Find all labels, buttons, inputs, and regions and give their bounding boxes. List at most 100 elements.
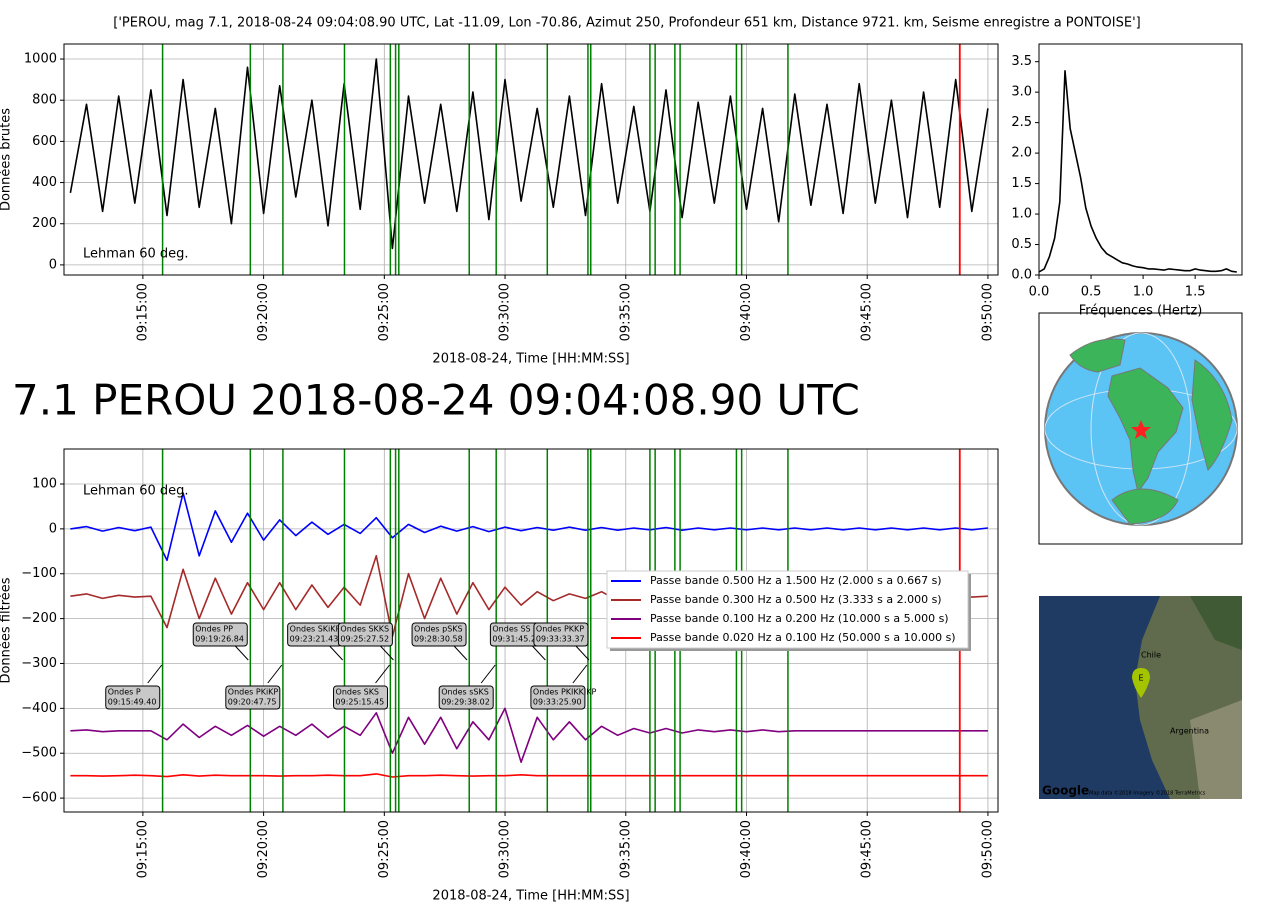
phase-arrow	[532, 645, 546, 661]
y-tick-label: −600	[21, 791, 57, 806]
continent	[1191, 359, 1233, 472]
y-axis-label: Données filtrées	[0, 577, 14, 683]
axes-frame	[63, 448, 999, 813]
phase-time: 09:31:45.20	[492, 635, 541, 644]
x-tick-label: 1.5	[1185, 285, 1206, 300]
phase-arrow	[380, 645, 394, 661]
phase-name: Ondes SS	[492, 625, 530, 634]
phase-box	[337, 622, 393, 647]
y-tick-label: 3.5	[1011, 54, 1032, 69]
continent	[1111, 488, 1179, 525]
y-tick-label: 400	[32, 175, 57, 190]
x-tick-label: 09:25:00	[377, 283, 392, 341]
map-credit: Map data ©2018 Imagery ©2018 TerraMetric…	[1089, 790, 1206, 797]
phase-name: Ondes PKiKP	[228, 688, 279, 697]
epicenter-star	[1131, 420, 1151, 439]
plot-area	[1039, 44, 1242, 275]
phase-box	[192, 622, 248, 647]
phase-arrow	[575, 645, 590, 661]
map-land	[1190, 700, 1242, 799]
legend-label: Passe bande 0.100 Hz a 0.200 Hz (10.000 …	[650, 612, 949, 625]
series-line	[70, 492, 988, 562]
series-line	[69, 58, 989, 250]
phase-name: Ondes sSKS	[441, 688, 489, 697]
phase-name: Ondes SKiKP	[290, 625, 341, 634]
y-tick-label: 1.5	[1011, 176, 1032, 191]
x-tick-label: 09:40:00	[739, 820, 754, 878]
phase-time: 09:33:25.90	[533, 698, 582, 707]
phase-arrow	[453, 645, 468, 661]
graticule	[1090, 332, 1192, 526]
phase-time: 09:23:21.43	[290, 635, 339, 644]
map-land	[1190, 596, 1242, 650]
y-tick-label: 0	[49, 521, 57, 536]
annotation: Lehman 60 deg.	[83, 247, 189, 262]
legend-label: Passe bande 0.500 Hz a 1.500 Hz (2.000 s…	[650, 574, 942, 587]
legend-label: Passe bande 0.300 Hz a 0.500 Hz (3.333 s…	[650, 593, 942, 606]
x-axis-label: 2018-08-24, Time [HH:MM:SS]	[432, 889, 629, 903]
x-tick-label: 09:30:00	[498, 820, 513, 878]
y-tick-label: 2.5	[1011, 115, 1032, 130]
axes-frame	[1038, 43, 1243, 276]
y-tick-label: 100	[32, 476, 57, 491]
plot-layer	[1039, 70, 1237, 273]
phase-name: Ondes PKKP	[536, 625, 584, 634]
annotation: Lehman 60 deg.	[83, 484, 189, 499]
map-marker	[1132, 668, 1150, 698]
phase-arrow	[329, 645, 344, 661]
map-panel: E Chile Argentina Google Map data ©2018 …	[1039, 596, 1242, 799]
phase-time: 09:28:30.58	[414, 635, 463, 644]
x-tick-label: 09:35:00	[618, 283, 633, 341]
phase-box	[225, 685, 281, 710]
phase-arrow	[480, 664, 496, 684]
axes: 0.0 0.5 1.0 1.5 0.0 0.5 1.0 1.5 2.0 2.5 3.0 3.5 Fréq…	[1011, 43, 1243, 319]
phase-arrow	[267, 664, 283, 684]
y-tick-label: 1000	[24, 52, 57, 67]
x-tick-label: 09:20:00	[256, 820, 271, 878]
phase-arrow	[147, 664, 163, 684]
y-tick-label: 600	[32, 134, 57, 149]
y-tick-label: 0.5	[1011, 237, 1032, 252]
phase-time: 09:33:33.37	[536, 635, 585, 644]
x-axis-label: 2018-08-24, Time [HH:MM:SS]	[432, 352, 629, 367]
phase-arrow	[234, 645, 249, 661]
legend: Passe bande 0.500 Hz a 1.500 Hz (2.000 s…	[606, 570, 971, 651]
y-tick-label: 2.0	[1011, 146, 1032, 161]
phase-name: Ondes SKKS	[340, 625, 389, 634]
x-tick-label: 09:40:00	[739, 283, 754, 341]
y-tick-label: 800	[32, 93, 57, 108]
y-tick-label: 0.0	[1011, 268, 1032, 283]
map-logo: Google	[1042, 784, 1089, 798]
x-tick-label: 1.0	[1133, 285, 1154, 300]
phase-time: 09:19:26.84	[195, 635, 244, 644]
y-tick-label: −500	[21, 746, 57, 761]
map-label: Argentina	[1170, 727, 1209, 736]
axes-frame	[63, 43, 999, 276]
x-tick-label: 09:45:00	[860, 283, 875, 341]
headline: 7.1 PEROU 2018-08-24 09:04:08.90 UTC	[12, 376, 860, 425]
phase-label: Ondes P09:15:49.40	[105, 664, 163, 710]
chart-title: ['PEROU, mag 7.1, 2018-08-24 09:04:08.90…	[113, 16, 1140, 31]
continent	[1069, 338, 1126, 373]
y-tick-label: 0	[49, 257, 57, 272]
x-tick-label: 09:30:00	[498, 283, 513, 341]
phase-box	[411, 622, 467, 647]
x-axis-label: Fréquences (Hertz)	[1079, 304, 1203, 319]
y-tick-label: 200	[32, 216, 57, 231]
x-tick-label: 09:35:00	[618, 820, 633, 878]
phase-arrow	[572, 664, 588, 684]
y-tick-label: −300	[21, 656, 57, 671]
phase-time: 09:29:38.02	[441, 698, 490, 707]
globe-panel	[1038, 312, 1243, 545]
x-tick-label: 09:50:00	[980, 283, 995, 341]
